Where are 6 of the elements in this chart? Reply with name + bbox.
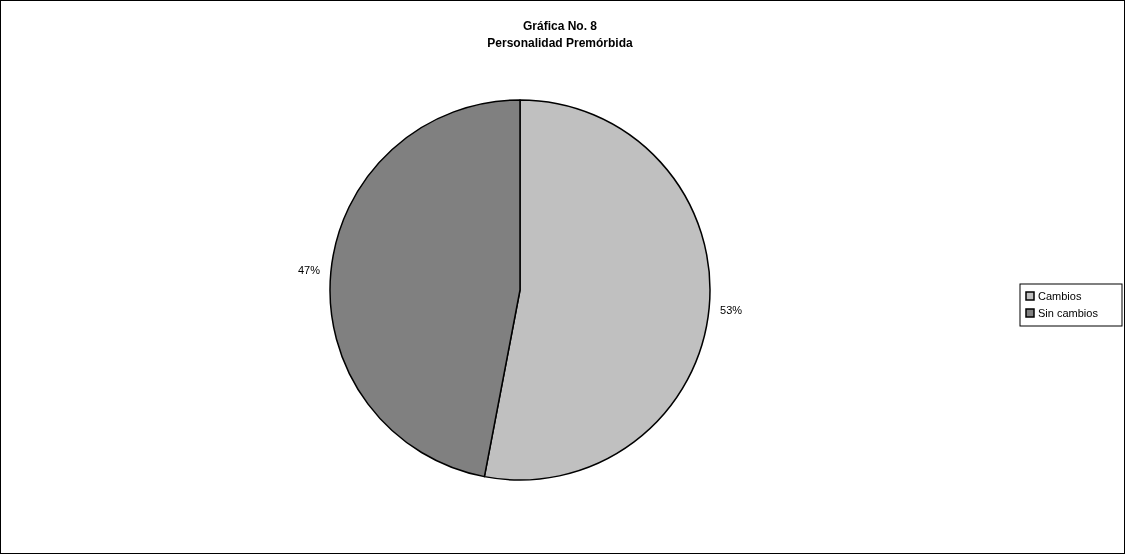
legend-label: Sin cambios <box>1038 307 1099 319</box>
chart-subtitle: Personalidad Premórbida <box>487 36 634 50</box>
data-label: 47% <box>297 264 321 277</box>
data-label: 53% <box>720 303 743 316</box>
chart-title: Gráfica No. 8 <box>522 19 598 33</box>
legend-label: Cambios <box>1038 290 1082 302</box>
